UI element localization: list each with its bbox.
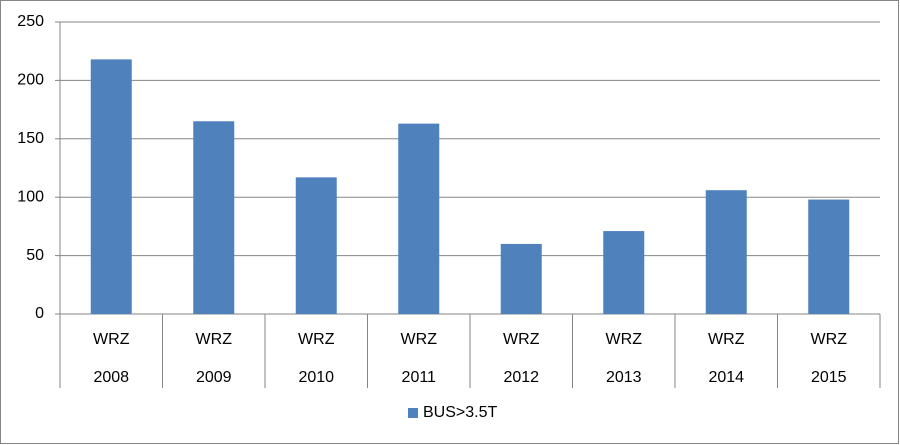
legend-label: BUS>3.5T bbox=[423, 404, 497, 421]
x-group-label: WRZ bbox=[606, 331, 643, 348]
x-tick-label: 2013 bbox=[606, 369, 642, 386]
x-tick-label: 2014 bbox=[708, 369, 744, 386]
bar bbox=[603, 231, 645, 314]
x-group-label: WRZ bbox=[298, 331, 335, 348]
y-tick-label: 50 bbox=[26, 247, 44, 264]
bar bbox=[398, 123, 440, 314]
y-tick-label: 200 bbox=[17, 72, 44, 89]
y-tick-label: 150 bbox=[17, 130, 44, 147]
x-tick-label: 2012 bbox=[503, 369, 539, 386]
x-group-label: WRZ bbox=[93, 331, 130, 348]
x-tick-label: 2010 bbox=[298, 369, 334, 386]
y-tick-label: 100 bbox=[17, 188, 44, 205]
legend-swatch bbox=[408, 408, 418, 418]
x-group-label: WRZ bbox=[401, 331, 438, 348]
bar bbox=[500, 243, 542, 314]
x-group-label: WRZ bbox=[708, 331, 745, 348]
x-tick-label: 2009 bbox=[196, 369, 232, 386]
x-tick-label: 2015 bbox=[811, 369, 847, 386]
x-tick-label: 2011 bbox=[402, 369, 437, 386]
bar bbox=[295, 177, 337, 314]
x-group-label: WRZ bbox=[503, 331, 540, 348]
x-tick-label: 2008 bbox=[93, 369, 129, 386]
x-group-label: WRZ bbox=[811, 331, 848, 348]
x-group-label: WRZ bbox=[196, 331, 233, 348]
y-tick-label: 0 bbox=[35, 305, 44, 322]
bar bbox=[705, 190, 747, 314]
y-tick-label: 250 bbox=[17, 13, 44, 30]
bar bbox=[808, 199, 850, 314]
bar bbox=[90, 59, 132, 314]
bar bbox=[193, 121, 235, 314]
